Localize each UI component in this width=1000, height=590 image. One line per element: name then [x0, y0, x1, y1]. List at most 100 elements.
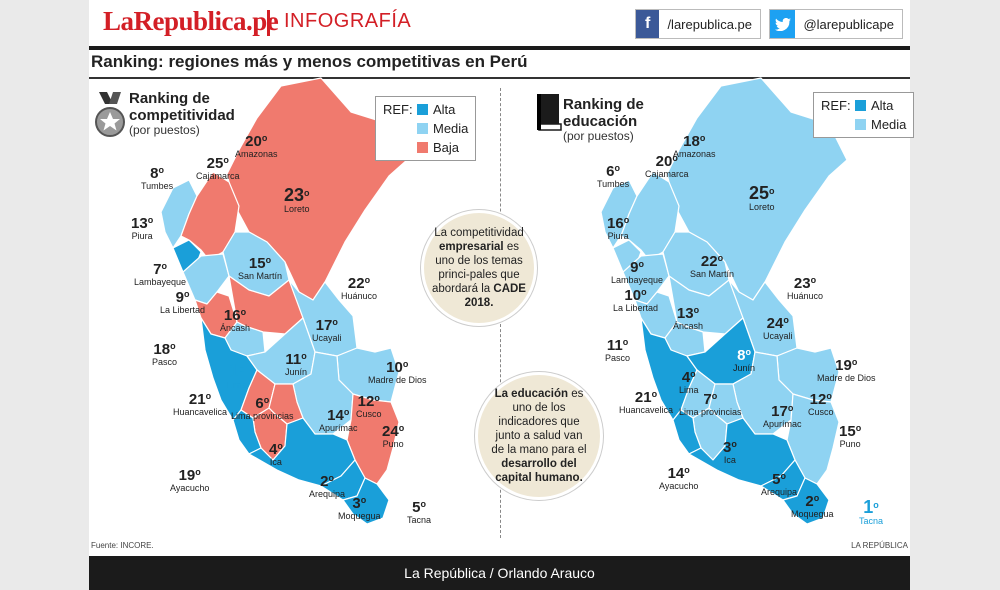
twitter-link[interactable]: @larepublicape: [769, 9, 903, 39]
region-label-huanuco: 23o Huánuco: [787, 275, 824, 301]
region-label-tumbes: 8o Tumbes: [141, 165, 174, 191]
region-label-lima: 4o Lima: [679, 369, 699, 395]
region-label-huancavelica: 21o Huancavelica: [619, 389, 674, 415]
legend-label-alta: Alta: [871, 98, 894, 113]
region-label-apurimac: 17o Apurímac: [763, 403, 802, 429]
facebook-icon: f: [636, 10, 660, 38]
region-label-loreto: 25o Loreto: [749, 183, 775, 212]
right-title-line1: Ranking de: [563, 96, 644, 113]
note-competitividad: La competitividad empresarial es uno de …: [421, 210, 537, 326]
right-legend: REF: Alta Media: [813, 92, 915, 138]
facebook-handle: /larepublica.pe: [667, 16, 752, 32]
region-label-cusco: 12o Cusco: [356, 393, 382, 419]
section-label[interactable]: INFOGRAFÍA: [284, 10, 412, 32]
legend-label-baja: Baja: [433, 140, 460, 155]
region-label-tumbes: 6o Tumbes: [597, 163, 630, 189]
legend-prefix: REF:: [383, 102, 413, 117]
left-map-subtitle: (por puestos): [129, 123, 200, 137]
legend-row-alta: REF: Alta: [821, 96, 906, 115]
legend-swatch-alta: [855, 100, 866, 111]
title-rule: [89, 77, 910, 79]
map-region-ica: [672, 409, 702, 455]
legend-prefix: REF:: [821, 98, 851, 113]
map-region-ica: [232, 409, 262, 455]
region-label-madre-de-dios: 19o Madre de Dios: [817, 357, 876, 383]
region-label-lima-provincias: 6o Lima provincias: [231, 395, 294, 421]
region-label-ica: 4o Ica: [269, 441, 283, 467]
region-label-tacna: 5o Tacna: [407, 499, 432, 525]
twitter-icon: [770, 10, 796, 38]
facebook-link[interactable]: f /larepublica.pe: [635, 9, 761, 39]
map-region-arequipa: [688, 417, 796, 487]
legend-row-media: Media: [821, 115, 906, 134]
region-label-lambayeque: 9o Lambayeque: [611, 259, 664, 285]
right-map-subtitle: (por puestos): [563, 129, 634, 143]
medal-icon: [95, 92, 125, 137]
region-label-pasco: 18o Pasco: [152, 341, 178, 367]
legend-label-media: Media: [433, 121, 469, 136]
right-title-line2: educación: [563, 113, 638, 130]
region-label-ucayali: 17o Ucayali: [312, 317, 342, 343]
region-label-cajamarca: 25o Cajamarca: [196, 155, 240, 181]
region-label-moquegua: 2o Moquegua: [791, 493, 834, 519]
region-label-arequipa: 5o Arequipa: [761, 471, 798, 497]
region-label-ucayali: 24o Ucayali: [763, 315, 793, 341]
region-label-pasco: 11o Pasco: [605, 337, 631, 363]
brand-credit: LA REPÚBLICA: [851, 541, 908, 550]
footer-credit: La República / Orlando Arauco: [89, 556, 910, 590]
left-title-line2: competitividad: [129, 107, 235, 124]
region-label-huanuco: 22o Huánuco: [341, 275, 378, 301]
region-label-lima-provincias: 7o Lima provincias: [679, 391, 742, 417]
region-label-ancash: 13o Áncash: [673, 305, 704, 331]
page-title: Ranking: regiones más y menos competitiv…: [91, 52, 528, 71]
header-separator: [267, 10, 270, 36]
region-label-piura: 13o Piura: [131, 215, 154, 241]
region-label-puno: 24o Puno: [382, 423, 405, 449]
region-label-puno: 15o Puno: [839, 423, 862, 449]
region-label-amazonas: 20o Amazonas: [235, 133, 278, 159]
region-label-amazonas: 18o Amazonas: [673, 133, 716, 159]
legend-swatch-baja: [417, 142, 428, 153]
region-label-la-libertad: 9o La Libertad: [160, 289, 206, 315]
legend-swatch-media: [855, 119, 866, 130]
region-label-loreto: 23o Loreto: [284, 185, 310, 214]
region-label-moquegua: 3o Moquegua: [338, 495, 381, 521]
map-region-tacna: [782, 477, 830, 525]
source-note: Fuente: INCORE.: [91, 541, 154, 550]
region-label-cusco: 12o Cusco: [808, 391, 834, 417]
region-label-lambayeque: 7o Lambayeque: [134, 261, 187, 287]
site-logo[interactable]: LaRepublica.pe: [103, 6, 279, 36]
region-label-cajamarca: 20o Cajamarca: [645, 153, 689, 179]
region-label-junin: 11o Junín: [285, 351, 308, 377]
region-label-ica: 3o Ica: [723, 439, 737, 465]
region-label-madre-de-dios: 10o Madre de Dios: [368, 359, 427, 385]
region-label-ayacucho: 14o Ayacucho: [659, 465, 699, 491]
infographic-panel: LaRepublica.pe INFOGRAFÍA f /larepublica…: [89, 0, 915, 590]
legend-row-baja: Baja: [383, 138, 468, 157]
right-map-title: Ranking de educación: [563, 96, 644, 130]
legend-swatch-alta: [417, 104, 428, 115]
book-icon: [537, 94, 562, 131]
region-label-junin: 8o Junín: [733, 347, 756, 373]
region-label-la-libertad: 10o La Libertad: [613, 287, 659, 313]
region-label-lima: 1o Lima: [227, 361, 247, 390]
map-region-tacna: [342, 477, 390, 525]
map-region-arequipa: [248, 417, 356, 487]
legend-label-alta: Alta: [433, 102, 456, 117]
left-map-title: Ranking de competitividad: [129, 90, 235, 124]
region-label-arequipa: 2o Arequipa: [309, 473, 346, 499]
region-label-san-martin: 15o San Martín: [238, 255, 283, 281]
twitter-handle: @larepublicape: [803, 16, 894, 32]
region-label-ayacucho: 19o Ayacucho: [170, 467, 210, 493]
legend-label-media: Media: [871, 117, 907, 132]
region-label-san-martin: 22o San Martín: [690, 253, 735, 279]
legend-swatch-media: [417, 123, 428, 134]
region-label-ancash: 16o Áncash: [220, 307, 251, 333]
legend-row-media: Media: [383, 119, 468, 138]
region-label-apurimac: 14o Apurímac: [319, 407, 358, 433]
legend-row-alta: REF: Alta: [383, 100, 468, 119]
region-label-piura: 16o Piura: [607, 215, 630, 241]
header: LaRepublica.pe INFOGRAFÍA f /larepublica…: [89, 0, 910, 50]
region-label-huancavelica: 21o Huancavelica: [173, 391, 228, 417]
region-label-tacna: 1o Tacna: [859, 497, 884, 526]
